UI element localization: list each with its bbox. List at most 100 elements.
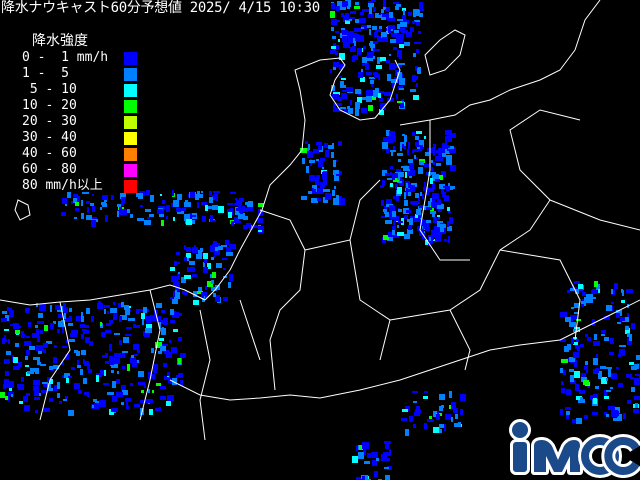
rain-cell [449, 391, 452, 398]
rain-cell [231, 221, 234, 226]
rain-cell [4, 335, 6, 341]
rain-cell [391, 79, 398, 83]
rain-cell [117, 211, 119, 217]
rain-cell [300, 148, 307, 153]
rain-cell [407, 149, 409, 155]
rain-cell [205, 205, 208, 211]
rain-cell [120, 315, 127, 320]
rain-cell [160, 396, 166, 400]
rain-cell [88, 369, 92, 373]
rain-cell [404, 42, 410, 46]
rain-cell [420, 219, 424, 225]
rain-cell [369, 29, 371, 35]
rain-cell [448, 236, 450, 243]
rain-cell [388, 28, 391, 33]
rain-cell [617, 414, 622, 421]
rain-cell [363, 448, 366, 455]
rain-cell [309, 175, 315, 181]
rain-cell [215, 247, 218, 251]
rain-cell [435, 156, 441, 161]
rain-cell [417, 226, 420, 231]
rain-cell [146, 316, 151, 323]
rain-cell [238, 221, 241, 223]
rain-cell [35, 410, 38, 413]
rain-cell [62, 327, 64, 333]
rain-cell [409, 416, 413, 422]
rain-cell [340, 7, 346, 10]
rain-cell [408, 142, 410, 149]
rain-cell [453, 408, 458, 413]
rain-cell [160, 386, 166, 389]
rain-cell [162, 327, 164, 332]
rain-cell [5, 396, 8, 400]
rain-cell [392, 211, 396, 217]
rain-cell [333, 108, 338, 112]
rain-cell [141, 313, 145, 319]
rain-cell [424, 164, 431, 167]
rain-cell [402, 8, 406, 11]
rain-cell [248, 201, 253, 208]
rain-cell [151, 348, 154, 353]
page-title: 降水ナウキャスト60分予想値 2025/ 4/15 10:30 [1, 0, 320, 16]
rain-cell [349, 108, 353, 114]
rain-cell [393, 196, 395, 199]
rain-cell [337, 1, 342, 7]
rain-cell [561, 359, 568, 363]
rain-cell [172, 190, 174, 196]
rain-cell [593, 398, 597, 404]
rain-cell [360, 12, 364, 15]
rain-cell [608, 367, 611, 373]
rain-cell [353, 55, 358, 60]
rain-cell [235, 198, 237, 200]
rain-cell [111, 195, 114, 200]
rain-cell [627, 333, 630, 337]
rain-cell [157, 316, 161, 321]
rain-cell [424, 220, 431, 223]
rain-cell [432, 211, 435, 217]
rain-cell [384, 441, 391, 444]
rain-cell [344, 109, 348, 113]
rain-cell [570, 315, 573, 321]
rain-cell [333, 43, 336, 48]
rain-cell [166, 205, 170, 212]
rain-cell [257, 218, 263, 223]
rain-cell [404, 200, 408, 206]
rain-cell [125, 308, 130, 315]
rain-cell [44, 325, 48, 331]
rain-cell [577, 345, 580, 351]
rain-cell [73, 194, 78, 197]
rain-cell [334, 45, 339, 50]
rain-cell [412, 132, 415, 136]
rain-cell [62, 346, 67, 348]
rain-cell [163, 318, 168, 325]
rain-cell [161, 220, 164, 226]
rain-cell [369, 77, 375, 79]
rain-cell [90, 203, 94, 206]
rain-cell [445, 414, 451, 420]
rain-cell [425, 152, 429, 156]
rain-cell [581, 301, 586, 306]
rain-cell [361, 27, 364, 29]
rain-cell [573, 342, 578, 345]
rain-cell [368, 105, 373, 111]
rain-cell [450, 188, 453, 190]
rain-cell [591, 290, 597, 294]
rain-cell [352, 456, 358, 463]
rain-cell [390, 39, 396, 43]
rain-cell [333, 92, 340, 95]
rain-cell [336, 195, 339, 199]
rain-cell [146, 324, 152, 328]
rain-cell [116, 379, 120, 384]
rain-cell [2, 311, 7, 314]
rain-cell [633, 409, 639, 413]
rain-cell [331, 85, 335, 91]
rain-cell [352, 34, 359, 41]
rain-cell [189, 267, 195, 272]
rain-cell [397, 72, 402, 79]
rain-cell [565, 317, 571, 322]
rain-cell [595, 368, 599, 373]
rain-cell [195, 194, 199, 200]
rain-cell [366, 96, 372, 102]
rain-cell [109, 356, 113, 362]
